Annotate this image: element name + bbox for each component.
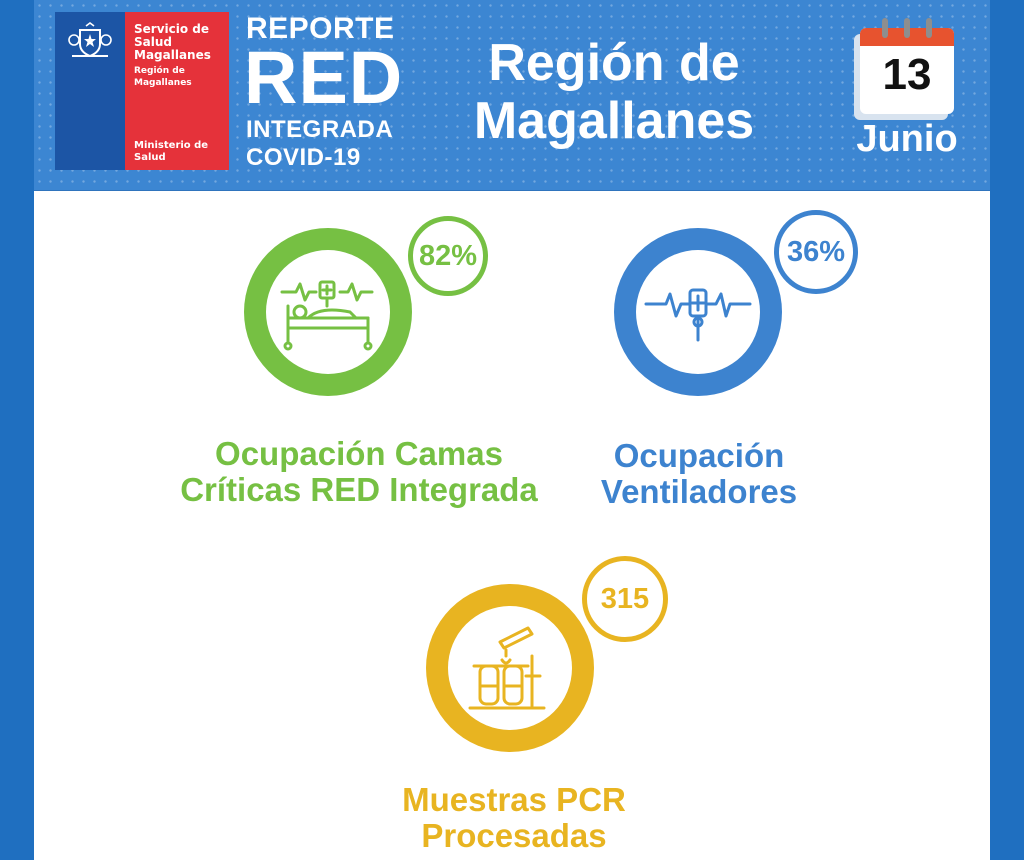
logo-service-name: Servicio de Salud Magallanes — [134, 22, 211, 62]
ventilators-value: 36% — [774, 210, 858, 294]
report-word-reporte: REPORTE — [246, 12, 395, 45]
pcr-samples-label: Muestras PCR Procesadas — [364, 782, 664, 854]
logo-region-name: Región de Magallanes — [134, 66, 192, 88]
critical-beds-value: 82% — [408, 216, 488, 296]
report-word-integrada: INTEGRADA — [246, 116, 394, 143]
critical-beds-label-line2: Críticas RED Integrada — [180, 471, 538, 508]
calendar-ring — [882, 18, 888, 38]
ventilator-icon — [644, 288, 752, 342]
critical-beds-label-line1: Ocupación Camas — [215, 435, 503, 472]
pcr-samples-label-line2: Procesadas — [421, 817, 607, 854]
calendar-ring — [926, 18, 932, 38]
critical-beds-ring — [244, 228, 412, 396]
ventilators-label: Ocupación Ventiladores — [544, 438, 854, 510]
report-word-covid: COVID-19 — [246, 144, 361, 171]
ministry-logo: Servicio de Salud Magallanes Región de M… — [55, 12, 229, 170]
logo-blue-block — [55, 12, 125, 170]
pcr-samples-ring — [426, 584, 594, 752]
test-tubes-icon — [468, 626, 546, 710]
header-banner: Servicio de Salud Magallanes Región de M… — [34, 0, 990, 191]
hospital-bed-icon — [280, 280, 374, 351]
logo-red-block: Servicio de Salud Magallanes Región de M… — [125, 12, 229, 170]
ventilators-label-line1: Ocupación — [613, 437, 785, 474]
calendar-icon: 13 — [852, 18, 962, 118]
ventilators-label-line2: Ventiladores — [600, 473, 798, 510]
pcr-samples-label-line1: Muestras PCR — [402, 781, 626, 818]
chile-coat-of-arms-icon — [68, 22, 112, 58]
region-title-line1: Región de — [488, 34, 740, 92]
report-word-red: RED — [244, 36, 404, 119]
logo-ministry-name: Ministerio de Salud — [134, 140, 209, 163]
critical-beds-label: Ocupación Camas Críticas RED Integrada — [164, 436, 554, 508]
calendar-month: Junio — [856, 118, 958, 160]
region-title-line2: Magallanes — [473, 92, 755, 150]
calendar-day: 13 — [882, 50, 932, 99]
infographic: Servicio de Salud Magallanes Región de M… — [34, 0, 990, 860]
pcr-samples-value: 315 — [582, 556, 668, 642]
calendar-ring — [904, 18, 910, 38]
region-title: Región de Magallanes — [434, 34, 794, 150]
ventilators-ring — [614, 228, 782, 396]
